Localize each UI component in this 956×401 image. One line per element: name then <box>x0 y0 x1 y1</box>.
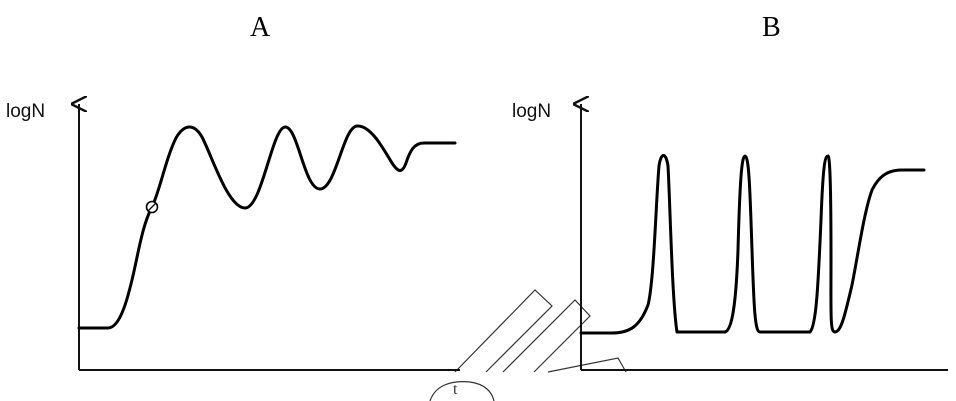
watermark-logo <box>429 289 627 401</box>
watermark-glyph: t <box>453 381 458 398</box>
panel-a: logN <box>6 101 460 371</box>
panel-a-marked-point-slash <box>148 203 156 211</box>
panel-a-letter: A <box>250 12 271 43</box>
panel-b-curve <box>579 154 926 335</box>
panel-b-letter: B <box>762 12 781 43</box>
panel-b-y-axis-label: logN <box>512 101 551 122</box>
panel-a-curve <box>77 124 457 330</box>
panel-b: logN <box>512 101 948 371</box>
panel-a-y-axis-label: logN <box>6 101 45 122</box>
